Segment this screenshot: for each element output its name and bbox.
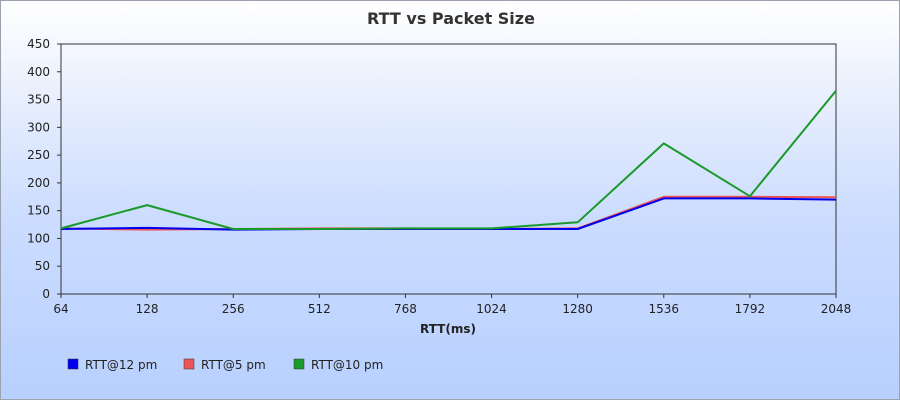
legend-swatch: [67, 358, 79, 370]
y-tick-label: 350: [27, 93, 50, 107]
x-tick-label: 256: [222, 302, 245, 316]
series-line-rtt-10-pm: [60, 90, 837, 230]
legend: RTT@12 pm RTT@5 pm RTT@10 pm: [67, 358, 383, 372]
x-tick-label: 1024: [476, 302, 507, 316]
y-tick-label: 100: [27, 231, 50, 245]
x-tick-label: 512: [308, 302, 331, 316]
x-tick-label: 768: [394, 302, 417, 316]
x-axis-ticks: 64 128 256 512 768 1024 1280 1536 1792 2048: [53, 294, 851, 316]
legend-swatch: [183, 358, 195, 370]
y-tick-label: 450: [27, 37, 50, 51]
y-tick-label: 50: [35, 259, 50, 273]
legend-label: RTT@12 pm: [85, 358, 157, 372]
y-tick-label: 250: [27, 148, 50, 162]
x-axis-label: RTT(ms): [420, 322, 476, 336]
y-tick-label: 300: [27, 120, 50, 134]
x-tick-label: 1536: [649, 302, 680, 316]
x-tick-label: 1792: [735, 302, 766, 316]
chart-title: RTT vs Packet Size: [367, 9, 535, 28]
legend-label: RTT@10 pm: [311, 358, 383, 372]
y-tick-label: 150: [27, 204, 50, 218]
x-tick-label: 2048: [821, 302, 852, 316]
x-tick-label: 128: [136, 302, 159, 316]
y-tick-label: 200: [27, 176, 50, 190]
legend-label: RTT@5 pm: [201, 358, 266, 372]
y-tick-label: 0: [42, 287, 50, 301]
y-axis-ticks: 0 50 100 150 200 250 300 350 400 450: [27, 37, 61, 301]
x-tick-label: 64: [53, 302, 68, 316]
x-tick-label: 1280: [562, 302, 593, 316]
legend-swatch: [293, 358, 305, 370]
plot-area: [60, 43, 837, 295]
series-lines: [60, 90, 837, 231]
y-tick-label: 400: [27, 65, 50, 79]
